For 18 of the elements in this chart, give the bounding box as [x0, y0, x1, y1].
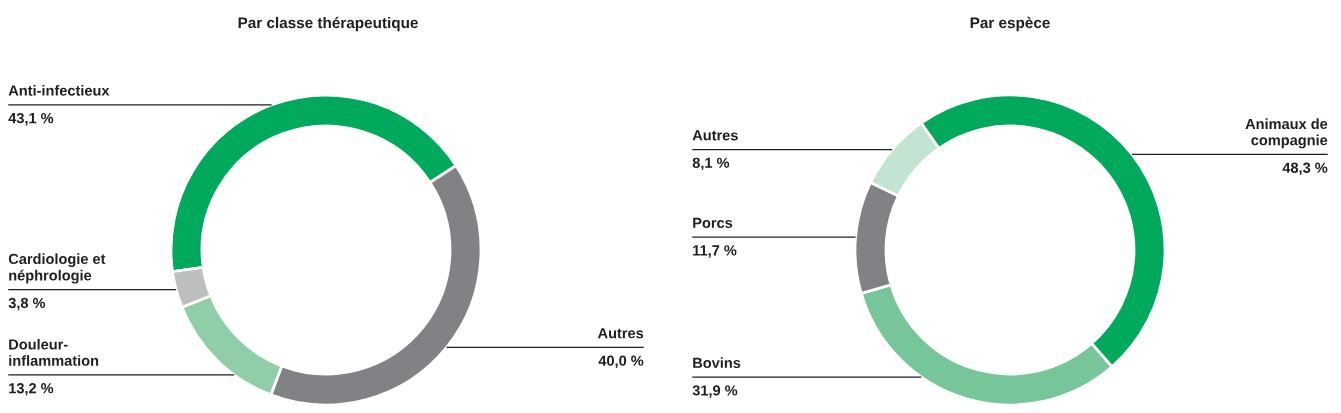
slice-label: Autres [692, 130, 738, 141]
data-label: 40,0 % [598, 355, 644, 368]
slice-label: Porcs [693, 217, 733, 228]
data-label: 31,9 % [692, 385, 738, 398]
slice-label: Anti-infectieux [8, 85, 110, 96]
slice-label: Douleur- inflammation [9, 338, 99, 366]
data-label: 3,8 % [8, 297, 46, 311]
slice-label: Bovins [693, 357, 741, 369]
slice-label: Cardiologie et néphrologie [8, 253, 106, 284]
data-label: 43,1 % [8, 112, 54, 126]
slice-label: Animaux de compagnie [1245, 118, 1328, 149]
chart-title: Par classe thérapeutique [238, 16, 418, 32]
data-label: 13,2 % [9, 383, 54, 396]
data-label: 48,3 % [1282, 162, 1328, 176]
data-label: 11,7 % [693, 245, 737, 258]
slice-label: Autres [597, 328, 644, 339]
chart-title: Par espèce [970, 16, 1050, 32]
data-label: 8,1 % [692, 157, 730, 171]
